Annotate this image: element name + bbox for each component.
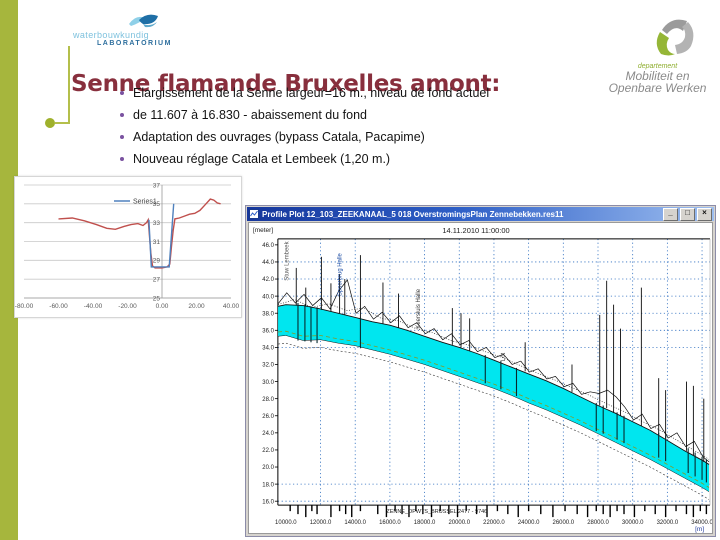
svg-text:38.0: 38.0 (262, 311, 274, 317)
bullet-text: Adaptation des ouvrages (bypass Catala, … (133, 130, 425, 144)
svg-text:30000.0: 30000.0 (622, 520, 644, 526)
svg-text:Spoorbrug Halle: Spoorbrug Halle (337, 252, 343, 296)
title-connector-dot (45, 118, 55, 128)
page-title: Senne flamande Bruxelles amont: (71, 71, 501, 98)
window-body: 16.0 18.0 20.0 22.0 24.0 26.0 28.0 30.0 32.0 34.0… (248, 222, 713, 534)
svg-text:22.0: 22.0 (262, 448, 274, 454)
mow-line1: Mobiliteit en (625, 69, 690, 83)
svg-text:34.0: 34.0 (262, 346, 274, 352)
svg-text:36.0: 36.0 (262, 328, 274, 334)
bullet-item: de 11.607 à 16.830 - abaissement du fond (120, 108, 560, 123)
mow-swirl-icon (656, 19, 693, 56)
bullet-marker (120, 113, 124, 117)
svg-text:0.00: 0.00 (156, 303, 169, 310)
svg-text:29: 29 (153, 258, 161, 265)
svg-text:26000.0: 26000.0 (553, 520, 575, 526)
title-connector-line (55, 122, 69, 124)
mow-dept-label: departement (637, 63, 678, 70)
svg-text:24000.0: 24000.0 (518, 520, 540, 526)
svg-text:28000.0: 28000.0 (587, 520, 609, 526)
svg-text:31: 31 (153, 239, 161, 246)
svg-text:27: 27 (153, 277, 161, 284)
bullet-item: Nouveau réglage Catala et Lembeek (1,20 … (120, 152, 560, 167)
svg-text:-20.00: -20.00 (118, 303, 137, 310)
svg-text:25: 25 (153, 295, 161, 302)
svg-text:Stuw Lembeek: Stuw Lembeek (284, 241, 290, 280)
window-title: Profile Plot 12_103_ZEEKANAAL_5 018 Over… (262, 209, 564, 219)
wave-swoosh-icon (129, 14, 158, 28)
bullet-list: Elargissement de la Senne largeur=16 m.,… (120, 86, 560, 174)
svg-text:18.0: 18.0 (262, 482, 274, 488)
bullet-text: de 11.607 à 16.830 - abaissement du fond (133, 108, 367, 122)
svg-text:40.0: 40.0 (262, 294, 274, 300)
longitudinal-profile-chart: 16.0 18.0 20.0 22.0 24.0 26.0 28.0 30.0 32.0 34.0… (253, 226, 712, 533)
svg-text:-40.00: -40.00 (84, 303, 103, 310)
title-connector-line (68, 46, 70, 124)
svg-text:20.0: 20.0 (262, 465, 274, 471)
svg-text:26.0: 26.0 (262, 414, 274, 420)
svg-text:32000.0: 32000.0 (657, 520, 679, 526)
bullet-marker (120, 91, 124, 95)
svg-text:20000.0: 20000.0 (448, 520, 470, 526)
svg-text:14.11.2010 11:00:00: 14.11.2010 11:00:00 (442, 226, 509, 235)
svg-text:33: 33 (153, 220, 161, 227)
svg-text:Lot: Lot (501, 352, 507, 361)
svg-text:-60.00: -60.00 (49, 303, 68, 310)
bullet-item: Adaptation des ouvrages (bypass Catala, … (120, 130, 560, 145)
svg-text:24.0: 24.0 (262, 431, 274, 437)
svg-text:44.0: 44.0 (262, 260, 274, 266)
svg-text:40.00: 40.00 (223, 303, 239, 310)
window-app-icon (249, 209, 259, 219)
bullet-text: Nouveau réglage Catala et Lembeek (1,20 … (133, 152, 391, 166)
svg-text:30.0: 30.0 (262, 380, 274, 386)
mow-logo: departement Mobiliteit en Openbare Werke… (595, 12, 720, 94)
svg-text:42.0: 42.0 (262, 277, 274, 283)
minimize-button[interactable]: _ (663, 207, 678, 221)
close-button[interactable]: × (697, 207, 712, 221)
laboratorium-logo-text: LABORATORIUM (97, 40, 172, 47)
mow-line2: Openbare Werken (608, 81, 707, 95)
svg-text:46.0: 46.0 (262, 243, 274, 249)
maximize-button[interactable]: □ (680, 207, 695, 221)
svg-text:20.00: 20.00 (188, 303, 205, 310)
svg-text:16.0: 16.0 (262, 499, 274, 505)
svg-text:Series1: Series1 (133, 199, 157, 206)
svg-text:ZENNE_OPWTS_BRUSSEL 2477 - 974: ZENNE_OPWTS_BRUSSEL 2477 - 9746 (386, 509, 487, 515)
profile-plot-window: Profile Plot 12_103_ZEEKANAAL_5 018 Over… (245, 205, 716, 537)
svg-text:12000.0: 12000.0 (310, 520, 332, 526)
svg-text:37: 37 (153, 182, 161, 189)
window-title-bar[interactable]: Profile Plot 12_103_ZEEKANAAL_5 018 Over… (247, 207, 714, 221)
svg-text:18000.0: 18000.0 (414, 520, 436, 526)
bullet-marker (120, 135, 124, 139)
cross-section-chart-card: 25 27 29 31 33 35 37 -80.00 -60.00 -40.00 -20.00 0.… (14, 176, 242, 318)
svg-text:22000.0: 22000.0 (483, 520, 505, 526)
svg-text:14000.0: 14000.0 (344, 520, 366, 526)
left-accent-bar (0, 0, 18, 540)
svg-text:10000.0: 10000.0 (275, 520, 297, 526)
svg-text:[m]: [m] (695, 526, 704, 533)
bullet-marker (120, 157, 124, 161)
waterbouwkundig-logo-text: waterbouwkundig (73, 30, 150, 40)
bullet-text: Elargissement de la Senne largeur=16 m.,… (133, 86, 490, 100)
svg-text:-80.00: -80.00 (15, 303, 34, 310)
svg-text:[meter]: [meter] (253, 227, 273, 234)
svg-text:34000.0: 34000.0 (691, 520, 712, 526)
bullet-item: Elargissement de la Senne largeur=16 m.,… (120, 86, 560, 101)
svg-text:28.0: 28.0 (262, 397, 274, 403)
svg-text:32.0: 32.0 (262, 363, 274, 369)
svg-text:Keersluis Halle: Keersluis Halle (416, 288, 422, 328)
cross-section-chart: 25 27 29 31 33 35 37 -80.00 -60.00 -40.00 -20.00 0.… (15, 182, 240, 310)
svg-text:16000.0: 16000.0 (379, 520, 401, 526)
svg-text:35: 35 (153, 201, 161, 208)
